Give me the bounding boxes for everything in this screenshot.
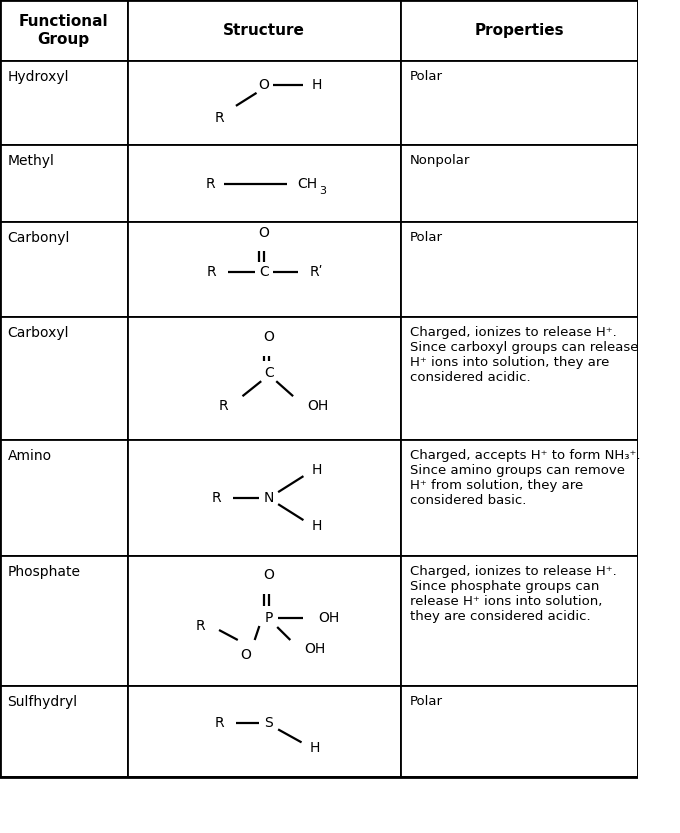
Text: Properties: Properties xyxy=(475,22,564,38)
Text: 3: 3 xyxy=(320,186,326,196)
Text: Polar: Polar xyxy=(410,70,443,82)
Bar xyxy=(0,556,128,686)
Text: R: R xyxy=(207,266,216,280)
Text: N: N xyxy=(264,491,274,505)
Text: OH: OH xyxy=(307,399,328,413)
Bar xyxy=(128,556,401,686)
Bar xyxy=(0,222,128,317)
Bar xyxy=(128,0,401,61)
Text: Structure: Structure xyxy=(223,22,305,38)
Bar xyxy=(401,686,638,777)
Text: R: R xyxy=(214,716,224,731)
Text: O: O xyxy=(263,330,274,344)
Text: H: H xyxy=(311,463,322,477)
Text: Functional
Group: Functional Group xyxy=(19,14,109,47)
Bar xyxy=(401,222,638,317)
Text: O: O xyxy=(258,77,269,92)
Bar xyxy=(0,440,128,556)
Text: Charged, ionizes to release H⁺.
Since carboxyl groups can release
H⁺ ions into s: Charged, ionizes to release H⁺. Since ca… xyxy=(410,326,639,383)
Bar xyxy=(128,222,401,317)
Bar xyxy=(401,61,638,145)
Text: Sulfhydryl: Sulfhydryl xyxy=(7,695,78,709)
Text: H: H xyxy=(311,519,322,533)
Text: CH: CH xyxy=(297,177,317,191)
Text: O: O xyxy=(240,648,251,662)
Bar xyxy=(401,556,638,686)
Bar xyxy=(128,61,401,145)
Text: S: S xyxy=(265,716,273,731)
Text: H: H xyxy=(309,741,320,756)
Text: O: O xyxy=(258,227,269,241)
Bar xyxy=(0,686,128,777)
Text: Polar: Polar xyxy=(410,695,443,707)
Text: Rʹ: Rʹ xyxy=(310,266,323,280)
Bar xyxy=(0,61,128,145)
Text: Nonpolar: Nonpolar xyxy=(410,154,471,167)
Text: Methyl: Methyl xyxy=(7,154,54,168)
Text: R: R xyxy=(195,619,205,633)
Bar xyxy=(401,0,638,61)
Bar xyxy=(128,145,401,222)
Bar xyxy=(401,440,638,556)
Text: R: R xyxy=(214,111,224,125)
Bar xyxy=(128,686,401,777)
Bar xyxy=(0,0,128,61)
Text: OH: OH xyxy=(304,642,325,656)
Text: Carboxyl: Carboxyl xyxy=(7,326,69,340)
Text: R: R xyxy=(206,177,216,191)
Text: Charged, ionizes to release H⁺.
Since phosphate groups can
release H⁺ ions into : Charged, ionizes to release H⁺. Since ph… xyxy=(410,566,617,623)
Text: H: H xyxy=(311,77,322,92)
Bar xyxy=(401,317,638,440)
Bar xyxy=(401,145,638,222)
Bar xyxy=(128,317,401,440)
Text: Phosphate: Phosphate xyxy=(7,566,80,580)
Text: P: P xyxy=(265,611,273,625)
Text: C: C xyxy=(259,266,269,280)
Bar xyxy=(128,440,401,556)
Text: O: O xyxy=(263,568,274,582)
Bar xyxy=(0,145,128,222)
Text: R: R xyxy=(219,399,228,413)
Text: Hydroxyl: Hydroxyl xyxy=(7,70,69,84)
Text: Amino: Amino xyxy=(7,449,52,463)
Bar xyxy=(0,317,128,440)
Text: Polar: Polar xyxy=(410,232,443,244)
Text: OH: OH xyxy=(318,611,339,625)
Text: R: R xyxy=(211,491,221,505)
Text: Carbonyl: Carbonyl xyxy=(7,232,70,246)
Text: C: C xyxy=(264,367,273,380)
Text: Charged, accepts H⁺ to form NH₃⁺.
Since amino groups can remove
H⁺ from solution: Charged, accepts H⁺ to form NH₃⁺. Since … xyxy=(410,449,641,506)
